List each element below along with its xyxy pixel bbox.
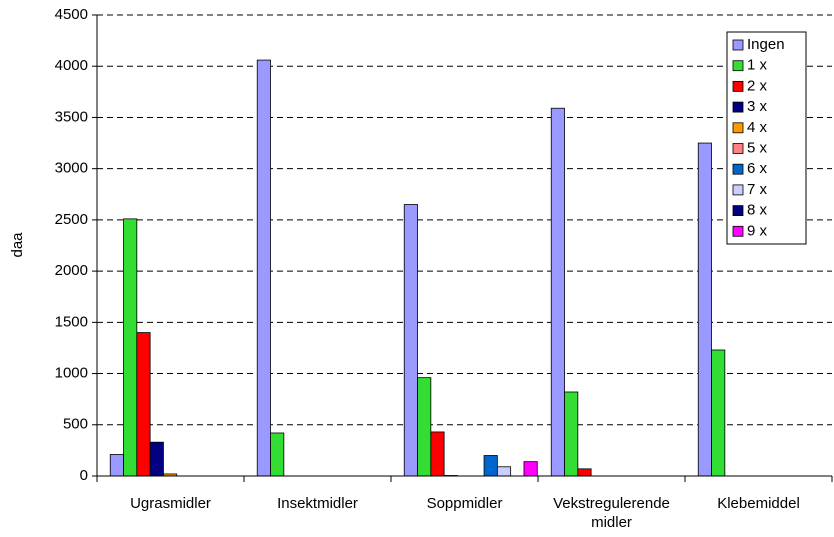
legend-label: Ingen [747,36,785,53]
y-tick-label: 2500 [55,211,88,228]
bar [550,107,565,477]
y-tick-label: 3500 [55,108,88,125]
x-tick-label: Insektmidler [277,495,358,512]
legend-label: 7 x [747,181,768,198]
bar [564,391,579,477]
legend-label: 1 x [747,57,768,74]
x-tick-label: Klebemiddel [717,495,800,512]
bar [483,455,498,477]
bar [496,466,512,477]
legend-label: 8 x [747,202,768,219]
legend-swatch [732,101,744,113]
bar [136,332,151,477]
y-tick-label: 3000 [55,160,88,177]
legend-swatch [732,122,744,134]
legend-label: 2 x [747,77,768,94]
bar [430,431,445,477]
legend-label: 3 x [747,98,768,115]
y-tick-label: 0 [80,467,88,484]
legend-label: 9 x [747,222,768,239]
bar [577,468,592,477]
y-axis-label: daa [9,232,26,258]
legend-label: 6 x [747,160,768,177]
bar [109,454,124,477]
bar [149,441,164,477]
bar [270,432,285,477]
legend-swatch [732,163,744,175]
legend-swatch [732,60,744,72]
bar [697,142,712,477]
bar [123,218,138,477]
y-tick-label: 500 [63,416,88,433]
legend-swatch [732,143,744,154]
bar [256,59,271,477]
legend-swatch [732,39,744,51]
y-tick-label: 2000 [55,262,88,279]
y-tick-label: 4500 [55,6,88,23]
legend-swatch [732,81,744,92]
x-tick-label: Ugrasmidler [130,495,211,512]
bar [523,461,538,477]
legend-swatch [732,225,744,237]
y-tick-label: 4000 [55,57,88,74]
x-tick-label: Vekstregulerende midler [553,495,670,531]
legend-swatch [732,184,744,196]
y-tick-label: 1000 [55,365,88,382]
legend-label: 4 x [747,119,768,136]
bar [711,349,726,477]
bar [417,377,432,477]
legend-label: 5 x [747,139,768,156]
y-tick-label: 1500 [55,313,88,330]
bar [403,204,418,477]
x-tick-label: Soppmidler [426,495,503,512]
legend-swatch [732,205,744,217]
